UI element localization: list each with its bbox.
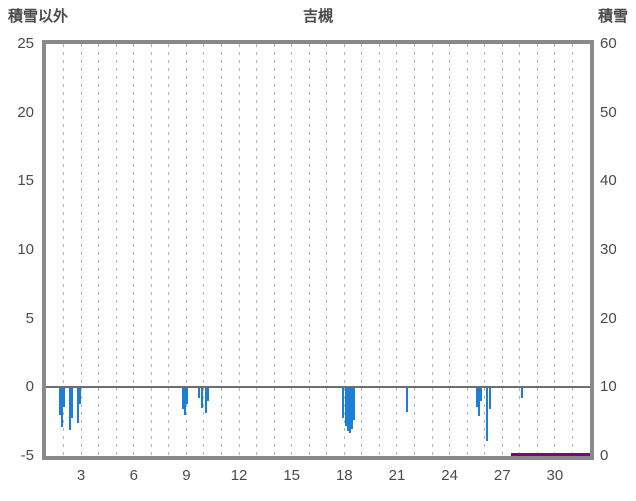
x-axis-tick-label: 6 [129,467,138,484]
zero-line [46,386,590,389]
right-axis-tick-label: 10 [600,378,617,396]
precip-bar [346,387,349,432]
vertical-gridline [449,44,451,456]
vertical-gridline [308,44,310,456]
vertical-gridline [378,44,380,456]
precip-bar [71,387,74,418]
vertical-gridline [536,44,538,456]
vertical-gridline [133,44,135,456]
vertical-gridline [326,44,328,456]
vertical-gridline [343,44,345,456]
left-axis-tick-label: 5 [25,309,34,327]
precip-bar [486,387,489,441]
precip-bar [181,387,184,410]
precip-bar [204,387,207,414]
right-axis-tick-label: 50 [600,103,617,121]
x-axis-tick-label: 24 [441,467,458,484]
vertical-gridline [80,44,82,456]
vertical-gridline [273,44,275,456]
right-axis-tick-label: 0 [600,447,609,464]
precip-bar [344,387,347,426]
vertical-gridline [554,44,556,456]
precip-bar [488,387,491,410]
x-axis-tick-label: 30 [546,467,564,484]
precip-bar [183,387,186,415]
x-axis-tick-label: 21 [388,467,406,484]
precip-bar [480,387,483,402]
left-axis-title: 積雪以外 [8,8,69,25]
vertical-gridline [361,44,363,456]
precip-bar [350,387,353,429]
precip-bar [342,387,345,418]
vertical-gridline [238,44,240,456]
precip-bar [405,387,408,413]
vertical-gridline [63,44,65,456]
gridlines-layer [46,44,590,456]
vertical-gridline [220,44,222,456]
x-axis-tick-label: 15 [283,467,301,484]
vertical-gridline [414,44,416,456]
vertical-gridline [150,44,152,456]
left-axis-tick-label: 25 [17,35,34,52]
precip-bar [59,387,62,415]
precip-bar [477,387,480,417]
precip-bar [79,387,82,404]
vertical-gridline [484,44,486,456]
vertical-gridline [466,44,468,456]
precip-bar [475,387,478,407]
right-axis-title: 積雪 [597,8,628,25]
vertical-gridline [185,44,187,456]
precip-bar [186,387,189,404]
precip-bar [76,387,79,424]
precip-bar [521,387,524,399]
vertical-gridline [256,44,258,456]
vertical-gridline [501,44,503,456]
x-axis-tick-label: 9 [182,467,191,484]
right-axis-tick-label: 60 [600,35,617,52]
x-axis-tick-label: 18 [335,467,353,484]
precip-bar [63,387,66,407]
bars-layer [46,44,590,456]
chart-title: 吉槻 [302,8,333,25]
vertical-gridline [115,44,117,456]
vertical-gridline [519,44,521,456]
left-axis-tick-label: -5 [20,447,34,464]
vertical-gridline [396,44,398,456]
precip-bar [207,387,210,402]
left-axis-tick-label: 0 [25,378,34,396]
precip-bar [61,387,64,428]
vertical-gridline [291,44,293,456]
left-axis-tick-label: 10 [17,241,34,258]
precip-bar [197,387,200,399]
left-axis-tick-label: 15 [17,172,34,190]
right-axis-tick-label: 30 [600,241,617,258]
snow-depth-line [511,453,590,456]
precip-bar [352,387,355,421]
plot-area [42,40,594,460]
precip-bar [68,387,71,430]
right-axis-tick-label: 40 [600,172,617,190]
left-axis-tick-label: 20 [17,103,34,121]
x-axis-tick-label: 3 [76,467,86,484]
right-axis-tick-label: 20 [600,309,617,327]
vertical-gridline [203,44,205,456]
vertical-gridline [168,44,170,456]
vertical-gridline [431,44,433,456]
x-axis-tick-label: 12 [230,467,248,484]
vertical-gridline [571,44,573,456]
precip-bar [348,387,351,433]
vertical-gridline [98,44,100,456]
precip-bar [201,387,204,408]
x-axis-tick-label: 27 [493,467,511,484]
